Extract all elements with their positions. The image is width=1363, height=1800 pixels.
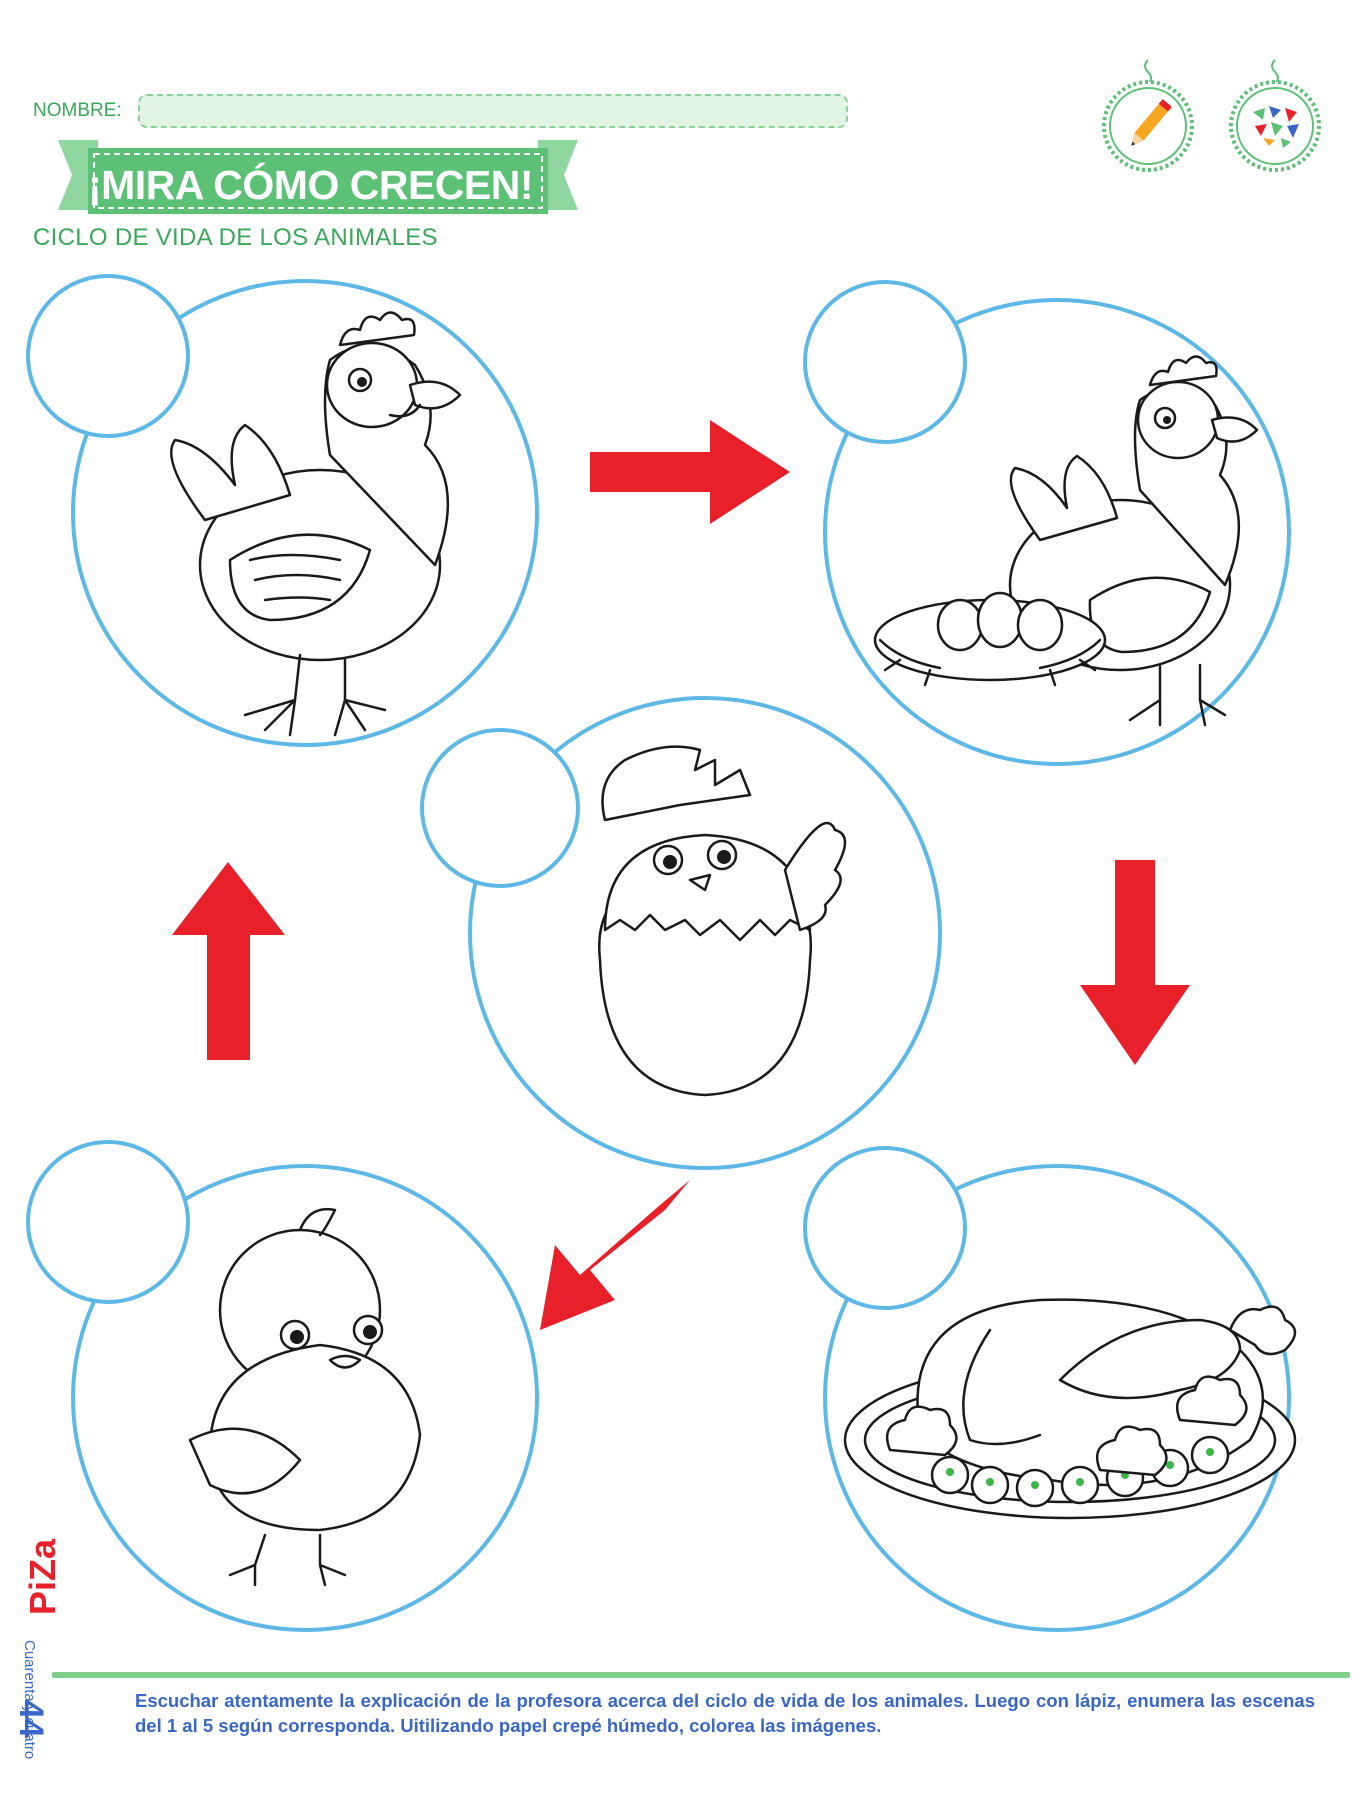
footer-divider bbox=[52, 1672, 1350, 1678]
pencil-icon bbox=[1131, 99, 1172, 146]
name-label: NOMBRE: bbox=[33, 100, 122, 121]
page-subtitle: CICLO DE VIDA DE LOS ANIMALES bbox=[33, 224, 438, 251]
hatching-chick-icon bbox=[597, 745, 847, 1097]
number-box-3[interactable] bbox=[420, 728, 580, 888]
title-ribbon bbox=[58, 140, 578, 214]
number-box-1[interactable] bbox=[26, 274, 190, 438]
roast-chicken-icon bbox=[843, 1298, 1297, 1520]
hen-icon bbox=[170, 311, 462, 737]
number-box-2[interactable] bbox=[803, 280, 967, 444]
svg-text:PiZa: PiZa bbox=[22, 1538, 62, 1615]
crepe-paper-icon bbox=[1253, 106, 1299, 148]
pencil-badge bbox=[1102, 59, 1194, 172]
number-box-4[interactable] bbox=[26, 1140, 190, 1304]
number-box-5[interactable] bbox=[803, 1146, 967, 1310]
arrow-up bbox=[172, 862, 285, 1060]
name-field[interactable] bbox=[138, 94, 848, 128]
hen-nest-icon bbox=[873, 355, 1259, 727]
arrow-right bbox=[590, 420, 790, 524]
arrow-down bbox=[1080, 860, 1190, 1065]
instructions-text: Escuchar atentamente la explicación de l… bbox=[135, 1690, 1315, 1736]
page-title: ¡MIRA CÓMO CRECEN! bbox=[88, 161, 534, 208]
page-number-words: Cuarenta y cuatro bbox=[21, 1640, 38, 1760]
chick-icon bbox=[188, 1207, 422, 1587]
arrow-down-left bbox=[540, 1180, 690, 1330]
crepe-paper-badge bbox=[1229, 59, 1321, 172]
piza-logo: PiZa bbox=[22, 1538, 62, 1615]
